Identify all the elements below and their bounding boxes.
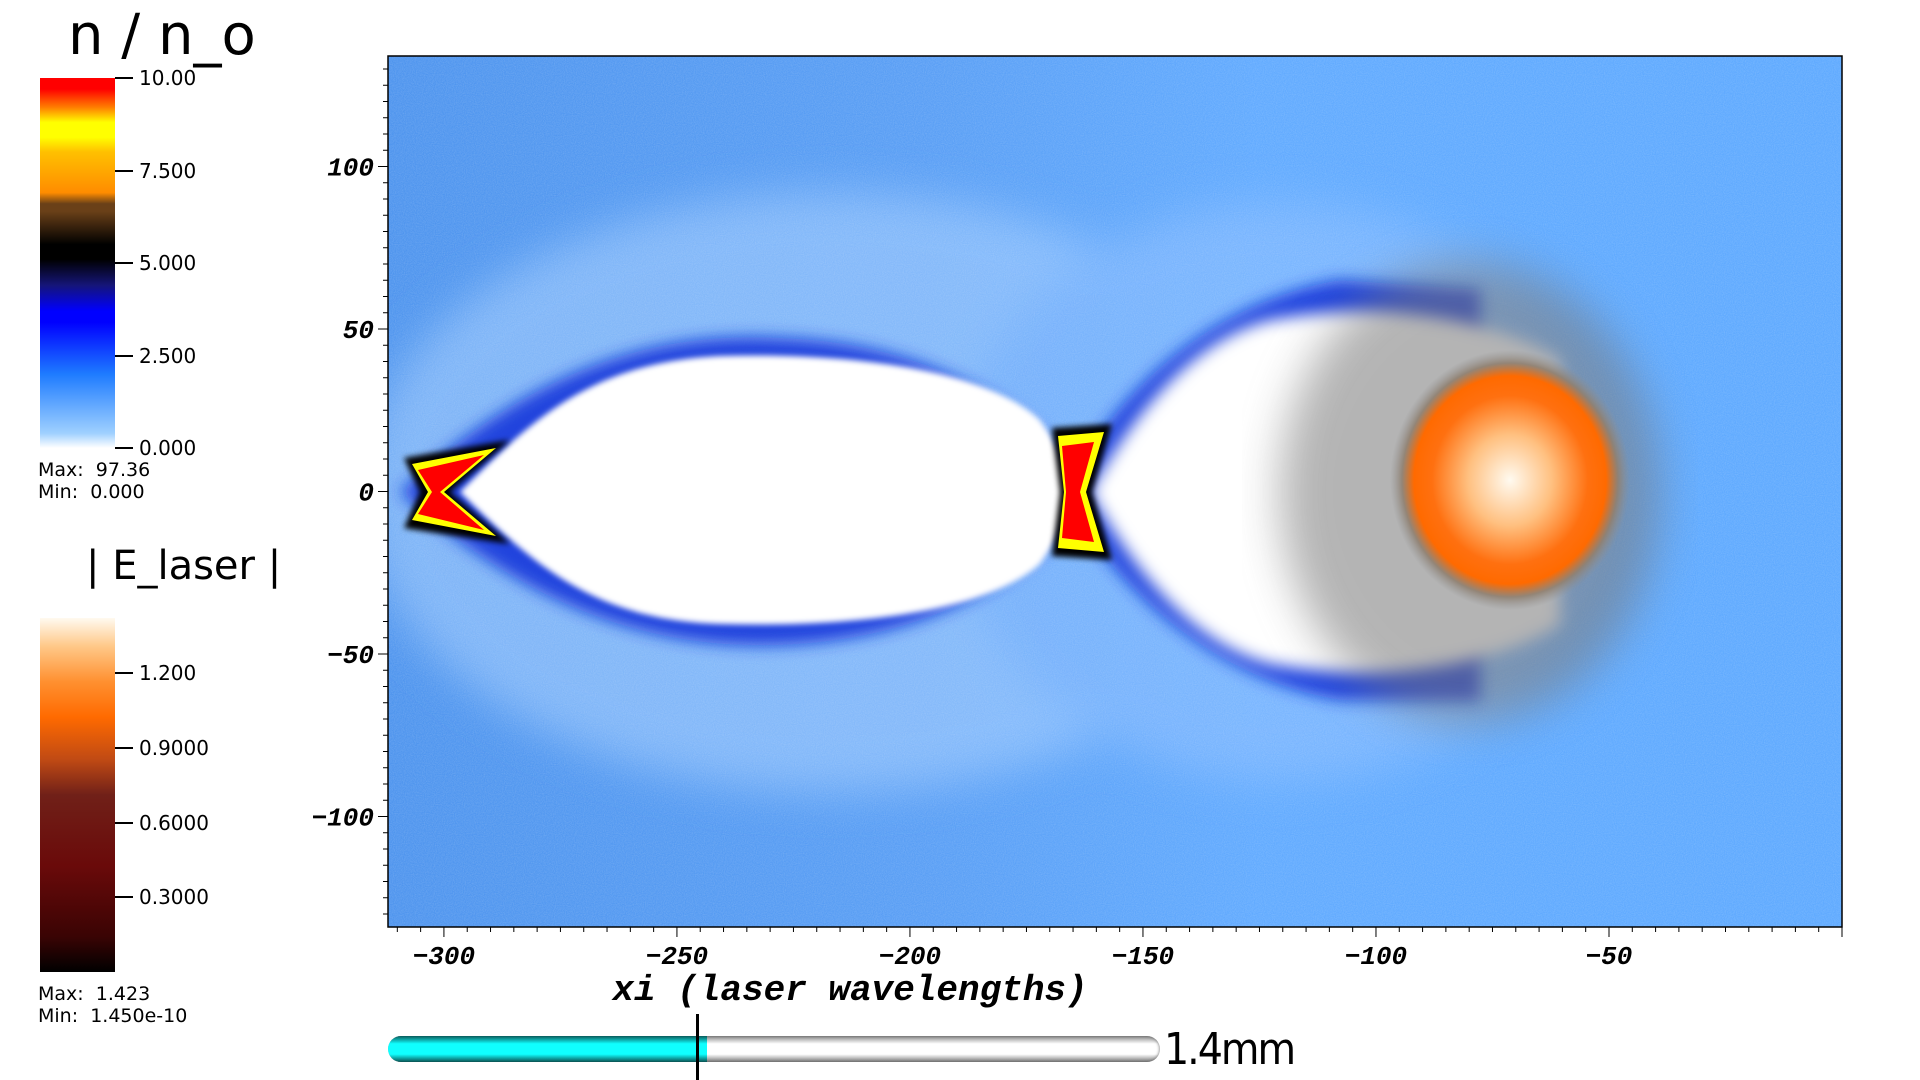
y-tick-label: −100	[312, 804, 374, 834]
x-axis-label: xi (laser wavelengths)	[612, 970, 1088, 1011]
y-tick-label: 0	[358, 479, 374, 509]
y-tick-label: 100	[327, 154, 374, 184]
colorbar-tick	[115, 354, 133, 357]
x-tick-label: −250	[646, 942, 708, 972]
x-tick-label: −200	[879, 942, 941, 972]
colorbar-tick-label: 0.3000	[139, 885, 209, 910]
laser-colorbar	[40, 618, 115, 972]
colorbar-tick-label: 5.000	[139, 251, 197, 275]
colorbar-tick	[115, 747, 133, 750]
colorbar-tick	[115, 821, 133, 824]
x-tick-label: −150	[1112, 942, 1174, 972]
colorbar-tick-label: 0.000	[139, 436, 197, 460]
colorbar-tick	[115, 672, 133, 675]
progress-fill	[388, 1036, 707, 1062]
colorbar-tick	[115, 896, 133, 899]
laser-min-label: Min: 1.450e-10	[38, 1005, 188, 1027]
first-bubble	[460, 355, 1066, 625]
colorbar-tick-label: 10.00	[139, 66, 197, 90]
density-max-label: Max: 97.36	[38, 459, 151, 481]
x-tick-label: −50	[1586, 942, 1633, 972]
density-spike-middle	[1052, 424, 1112, 560]
colorbar-tick-label: 0.9000	[139, 736, 209, 761]
x-tick-label: −100	[1345, 942, 1407, 972]
laser-pulse	[1390, 350, 1630, 610]
colorbar-tick	[115, 169, 133, 172]
colorbar-tick-label: 7.500	[139, 158, 197, 183]
y-tick-label: −50	[327, 641, 374, 671]
x-tick-label: −300	[413, 942, 475, 972]
colorbar-tick-label: 0.6000	[139, 810, 209, 835]
laser-max-label: Max: 1.423	[38, 983, 151, 1005]
progress-marker	[695, 1014, 699, 1080]
laser-colorbar-title: | E_laser |	[86, 543, 282, 589]
density-colorbar-title: n / n_o	[68, 3, 256, 68]
colorbar-tick-label: 1.200	[139, 661, 197, 686]
y-tick-label: 50	[343, 316, 374, 346]
density-min-label: Min: 0.000	[38, 481, 145, 503]
progress-label: 1.4mm	[1164, 1024, 1296, 1075]
colorbar-tick-label: 2.500	[139, 343, 197, 368]
density-colorbar	[40, 78, 115, 448]
density-spike-left	[404, 440, 510, 544]
colorbar-tick	[115, 262, 133, 264]
progress-track	[388, 1036, 1160, 1062]
colorbar-tick	[115, 447, 133, 449]
colorbar-tick	[115, 77, 133, 79]
